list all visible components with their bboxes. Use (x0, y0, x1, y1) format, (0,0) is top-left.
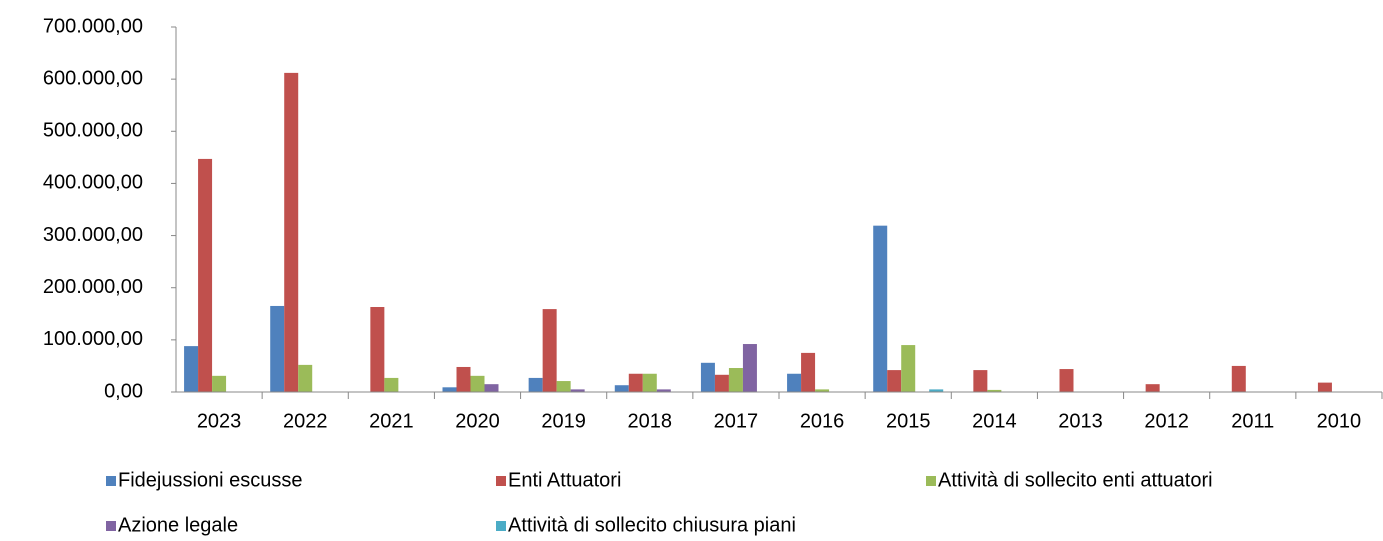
bar (456, 366, 471, 392)
bar (742, 344, 757, 392)
bar (1059, 369, 1074, 392)
bar (614, 385, 629, 392)
bar (556, 381, 571, 392)
x-tick-label: 2010 (1317, 410, 1362, 432)
x-tick-label: 2023 (197, 410, 242, 432)
bar (801, 352, 816, 392)
bar (628, 373, 643, 392)
bar (484, 384, 499, 392)
x-tick-label: 2011 (1231, 410, 1274, 432)
y-tick-label: 0,00 (104, 380, 143, 402)
bar (298, 364, 313, 392)
legend-label: Attività di sollecito enti attuatori (938, 469, 1213, 491)
bar (370, 307, 385, 392)
legend-swatch (106, 476, 116, 486)
x-tick-label: 2015 (886, 410, 931, 432)
x-tick-label: 2020 (455, 410, 500, 432)
bar (887, 370, 902, 392)
bar (384, 377, 399, 392)
legend-label: Attività di sollecito chiusura piani (508, 514, 796, 536)
legend-label: Fidejussioni escusse (118, 469, 303, 491)
bar (470, 375, 485, 392)
legend-swatch (926, 476, 936, 486)
bar (284, 72, 299, 392)
bar (212, 375, 227, 392)
bar (198, 158, 213, 392)
bar (929, 389, 944, 392)
bar (642, 373, 657, 392)
x-tick-label: 2016 (800, 410, 845, 432)
y-tick-label: 200.000,00 (43, 276, 143, 298)
bar (787, 373, 802, 392)
legend-swatch (106, 521, 116, 531)
x-tick-label: 2012 (1144, 410, 1189, 432)
y-tick-label: 600.000,00 (43, 67, 143, 89)
x-tick-label: 2019 (541, 410, 586, 432)
y-tick-label: 100.000,00 (43, 328, 143, 350)
x-tick-label: 2013 (1058, 410, 1103, 432)
legend-swatch (496, 521, 506, 531)
y-tick-label: 700.000,00 (43, 15, 143, 37)
legend-label: Enti Attuatori (508, 469, 621, 491)
bar (656, 389, 671, 392)
x-tick-label: 2014 (972, 410, 1017, 432)
legend-label: Azione legale (118, 514, 238, 536)
bar (973, 370, 988, 392)
bar (270, 305, 285, 392)
bar (1145, 384, 1160, 392)
bar (1231, 365, 1246, 392)
bar (442, 387, 457, 392)
legend-swatch (496, 476, 506, 486)
bar (714, 374, 729, 392)
bar (815, 389, 830, 392)
y-tick-label: 400.000,00 (43, 172, 143, 194)
bar (873, 225, 888, 392)
bar (700, 362, 715, 392)
bar (542, 309, 557, 392)
x-tick-label: 2017 (714, 410, 759, 432)
bar (570, 389, 585, 392)
x-tick-label: 2018 (628, 410, 673, 432)
x-tick-label: 2021 (369, 410, 414, 432)
bar (1317, 382, 1332, 392)
bar (184, 346, 199, 392)
bar (987, 389, 1002, 392)
y-tick-label: 500.000,00 (43, 120, 143, 142)
bar (901, 345, 916, 392)
y-tick-label: 300.000,00 (43, 224, 143, 246)
x-tick-label: 2022 (283, 410, 328, 432)
bar (528, 377, 543, 392)
bar (728, 368, 743, 392)
